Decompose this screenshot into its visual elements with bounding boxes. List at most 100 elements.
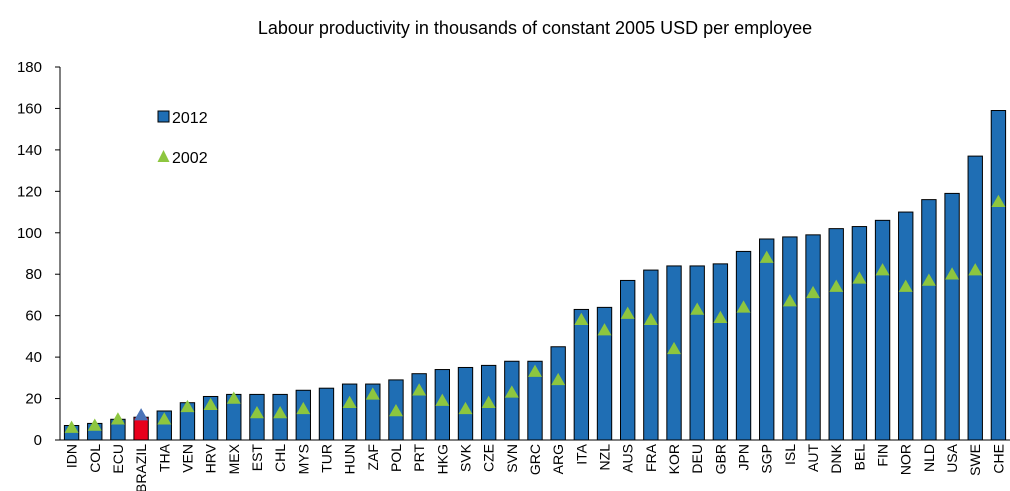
x-tick-label-prt: PRT [411, 444, 427, 472]
bar-2012-brazil [133, 416, 149, 441]
marker-2002-jpn [736, 300, 751, 313]
marker-2002-nld [921, 273, 936, 286]
x-tick-label-sgp: SGP [759, 444, 775, 474]
marker-2002-pol [388, 403, 403, 417]
bar-2012-tur [318, 387, 335, 441]
legend-label-2012: 2012 [172, 110, 208, 127]
x-tick-label-svn: SVN [504, 444, 520, 473]
marker-2002-fra [643, 312, 658, 326]
marker-2002-kor [667, 341, 682, 355]
x-tick-label-swe: SWE [967, 444, 983, 476]
x-tick-label-nzl: NZL [597, 444, 613, 471]
marker-2002-brazil [134, 408, 149, 421]
bar-2012-ita [573, 308, 590, 441]
x-tick-label-chl: CHL [272, 444, 288, 472]
bar-2012-isl [782, 236, 798, 441]
legend: 2012 2002 [157, 110, 208, 167]
marker-2002-arg [551, 372, 566, 386]
y-tick-label: 60 [25, 308, 42, 325]
marker-2002-grc [528, 364, 542, 377]
y-tick-label: 40 [25, 349, 42, 366]
x-tick-label-tur: TUR [318, 444, 334, 473]
marker-2002-sgp [759, 250, 774, 263]
marker-2002-est [249, 406, 264, 419]
x-tick-label-pol: POL [388, 444, 404, 472]
bar-2012-swe [967, 155, 983, 441]
y-tick-label: 100 [17, 225, 42, 242]
x-tick-label-hrv: HRV [203, 443, 219, 473]
bar-2012-fra [643, 269, 659, 441]
x-tick-label-grc: GRC [527, 444, 543, 475]
marker-2002-mex [226, 391, 241, 404]
marker-2002-deu [690, 302, 705, 315]
marker-2002-tha [157, 412, 172, 425]
bar-2012-usa [944, 192, 960, 441]
bar-2012-nld [921, 199, 937, 441]
x-tick-label-usa: USA [944, 443, 960, 472]
marker-2002-nor [898, 279, 913, 292]
x-tick-label-zaf: ZAF [365, 444, 381, 470]
marker-2002-hrv [203, 397, 218, 411]
marker-2002-hkg [435, 393, 450, 406]
marker-2002-dnk [829, 279, 844, 292]
y-tick-label: 0 [34, 432, 42, 449]
x-tick-label-fra: FRA [643, 443, 659, 472]
x-tick-label-col: COL [87, 444, 103, 473]
x-tick-label-idn: IDN [64, 444, 80, 468]
bar-2012-gbr [712, 263, 729, 441]
y-tick-label: 120 [17, 183, 42, 200]
y-tick-label: 180 [17, 59, 42, 76]
x-tick-label-svk: SVK [457, 443, 473, 472]
marker-2002-svn [504, 385, 519, 398]
bar-2012-deu [689, 265, 705, 441]
legend-swatch-2012 [157, 110, 170, 123]
x-axis: IDN COL ECU BRAZIL THA VEN HRV MEX EST CHL MYS TUR H… [60, 439, 1010, 491]
x-tick-label-ita: ITA [573, 443, 589, 464]
x-tick-label-nor: NOR [898, 444, 914, 475]
marker-2002-che [991, 194, 1006, 207]
marker-2002-mys [296, 401, 311, 415]
x-tick-label-jpn: JPN [736, 444, 752, 470]
x-tick-label-aut: AUT [805, 444, 821, 472]
marker-2002-aus [620, 306, 635, 319]
marker-2002-nzl [597, 323, 612, 336]
bar-2012-dnk [828, 228, 844, 441]
chart-title: Labour productivity in thousands of cons… [257, 18, 813, 38]
marker-2002-usa [945, 267, 960, 280]
marker-2002-ven [180, 399, 195, 413]
marker-2002-prt [412, 383, 427, 396]
marker-2002-ecu [110, 412, 125, 425]
bar-2012-svn [504, 360, 520, 441]
legend-label-2002: 2002 [172, 150, 208, 167]
x-tick-label-tha: THA [156, 443, 172, 472]
x-tick-label-est: EST [249, 444, 265, 472]
x-tick-label-aus: AUS [620, 444, 636, 473]
x-tick-label-nld: NLD [921, 444, 937, 472]
x-tick-label-kor: KOR [666, 444, 682, 474]
x-tick-label-hun: HUN [342, 444, 358, 474]
bar-2012-nor [898, 211, 914, 441]
x-tick-label-brazil: BRAZIL [133, 444, 149, 491]
bar-2012-arg [550, 346, 566, 441]
y-tick-label: 140 [17, 142, 42, 159]
y-tick-label: 80 [25, 266, 42, 283]
marker-2002-bel [852, 271, 867, 284]
marker-2002-aut [806, 285, 821, 299]
y-axis: 0 20 40 60 80 100 120 140 160 180 [17, 59, 61, 449]
x-tick-label-deu: DEU [689, 444, 705, 474]
bar-2012-bel [851, 226, 868, 441]
bar-2012-hun [341, 383, 358, 441]
x-tick-label-bel: BEL [851, 444, 867, 471]
x-tick-label-dnk: DNK [828, 443, 844, 473]
marker-2002-ita [574, 312, 589, 326]
bar-2012-che [990, 110, 1007, 441]
bar-2012-fin [874, 219, 891, 441]
y-tick-label: 160 [17, 100, 42, 117]
bar-2012-sgp [759, 238, 775, 441]
marker-2002-hun [342, 395, 357, 408]
x-tick-label-hkg: HKG [434, 444, 450, 474]
x-tick-label-isl: ISL [782, 444, 798, 465]
marker-2002-svk [458, 401, 473, 415]
bars-2012 [63, 110, 1007, 441]
